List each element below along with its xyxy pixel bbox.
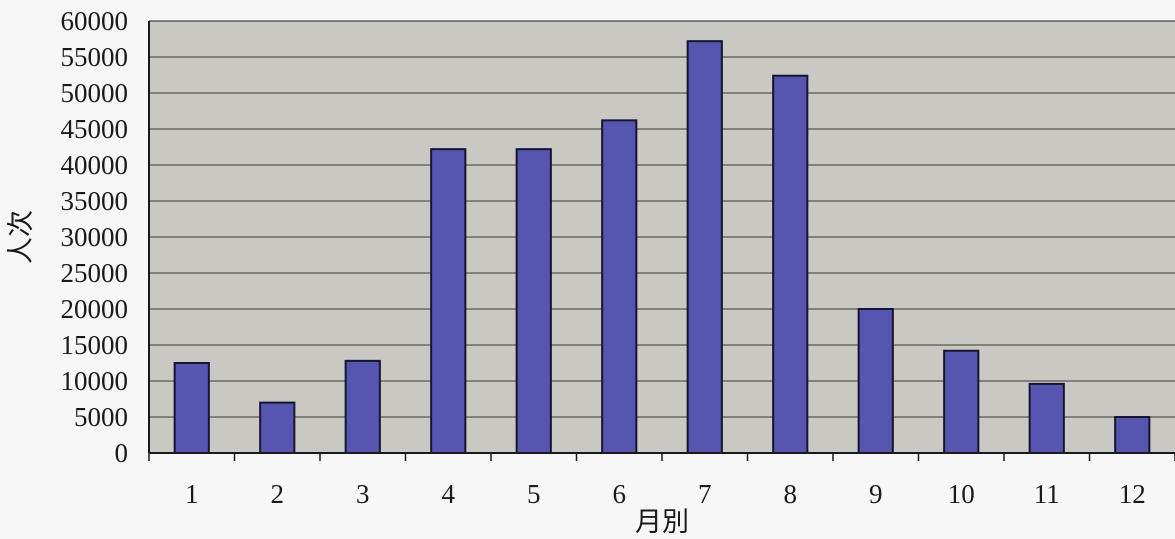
x-tick-label: 5 xyxy=(527,479,541,509)
axes xyxy=(148,20,1175,461)
y-tick-label: 35000 xyxy=(61,186,129,216)
bar xyxy=(430,148,467,454)
x-tick-label: 11 xyxy=(1034,479,1060,509)
x-tick-label: 6 xyxy=(613,479,627,509)
bar xyxy=(344,359,381,454)
x-tick-label: 10 xyxy=(948,479,975,509)
y-tick-label: 25000 xyxy=(61,258,129,288)
bars xyxy=(173,40,1151,455)
bar xyxy=(1114,416,1151,454)
y-tick-label: 15000 xyxy=(61,330,129,360)
y-axis-label: 人次 xyxy=(6,210,36,264)
y-tick-label: 10000 xyxy=(61,366,129,396)
bar xyxy=(686,40,723,454)
bar xyxy=(772,74,809,454)
y-tick-label: 45000 xyxy=(61,114,129,144)
y-tick-label: 60000 xyxy=(61,6,129,36)
gridlines xyxy=(149,20,1175,418)
bar xyxy=(601,119,638,455)
bar xyxy=(857,308,894,454)
y-tick-label: 5000 xyxy=(74,402,128,432)
x-tick-label: 3 xyxy=(356,479,370,509)
y-tick-label: 40000 xyxy=(61,150,129,180)
y-tick-label: 0 xyxy=(115,438,129,468)
x-tick-label: 8 xyxy=(784,479,798,509)
y-tick-label: 50000 xyxy=(61,78,129,108)
bar xyxy=(943,349,980,455)
y-tick-labels: 0 5000 10000 15000 20000 25000 30000 35000 40000… xyxy=(61,6,129,468)
x-tick-label: 9 xyxy=(869,479,883,509)
x-tick-label: 4 xyxy=(442,479,456,509)
x-tick-label: 2 xyxy=(271,479,285,509)
bar xyxy=(259,401,296,455)
bar xyxy=(173,362,210,454)
y-tick-label: 30000 xyxy=(61,222,129,252)
y-tick-label: 20000 xyxy=(61,294,129,324)
x-axis-label: 月別 xyxy=(635,507,689,537)
x-tick-label: 12 xyxy=(1119,479,1146,509)
bar xyxy=(515,148,552,454)
x-tick-label: 1 xyxy=(185,479,199,509)
x-tick-label: 7 xyxy=(698,479,712,509)
y-tick-label: 55000 xyxy=(61,42,129,72)
bar xyxy=(1028,382,1065,455)
x-tick-labels: 1 2 3 4 5 6 7 8 9 10 11 12 xyxy=(185,479,1146,509)
